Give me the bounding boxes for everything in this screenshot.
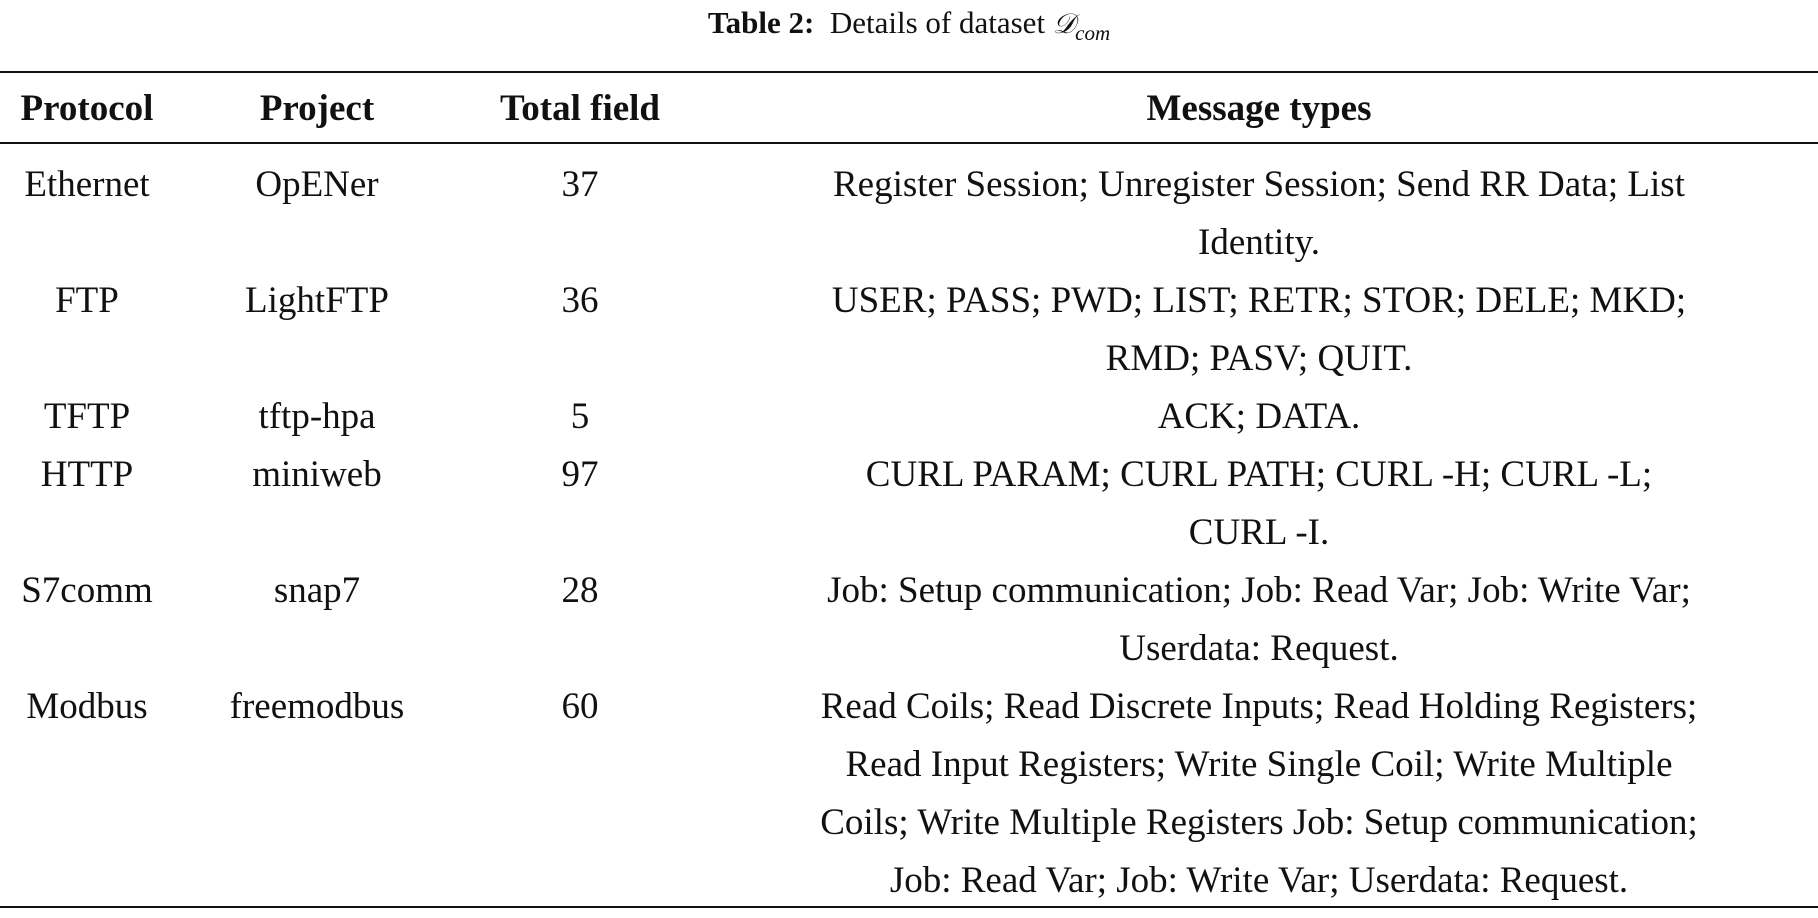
- protocol-cell: HTTP: [40, 454, 134, 495]
- message-types-line: Job: Read Var; Job: Write Var; Userdata:…: [889, 860, 1629, 901]
- message-types-cell: CURL PARAM; CURL PATH; CURL -H; CURL -L;…: [700, 446, 1818, 562]
- table-row: HTTP miniweb 97 CURL PARAM; CURL PATH; CURL…: [0, 446, 1818, 562]
- message-types-line: Read Input Registers; Write Single Coil;…: [845, 744, 1673, 785]
- message-types-line: ACK; DATA.: [1157, 396, 1361, 437]
- table-caption: Table 2: Details of dataset 𝒟com: [0, 2, 1818, 54]
- header-total-field: Total field: [499, 88, 660, 129]
- message-types-cell: Job: Setup communication; Job: Read Var;…: [700, 562, 1818, 678]
- project-cell: snap7: [273, 570, 361, 611]
- bottom-rule: [0, 906, 1818, 908]
- message-types-line: Identity.: [1198, 222, 1320, 263]
- header-rule: [0, 142, 1818, 144]
- project-cell: tftp-hpa: [258, 396, 376, 437]
- message-types-line: Userdata: Request.: [1119, 628, 1399, 669]
- total-field-cell: 97: [561, 454, 599, 495]
- caption-text: Details of dataset: [829, 5, 1046, 40]
- protocol-cell: S7comm: [21, 570, 153, 611]
- message-types-line: Read Coils; Read Discrete Inputs; Read H…: [820, 686, 1698, 727]
- project-cell: LightFTP: [245, 280, 389, 321]
- message-types-cell: ACK; DATA.: [700, 388, 1818, 446]
- project-cell: OpENer: [255, 164, 379, 205]
- header-protocol: Protocol: [20, 88, 154, 129]
- message-types-line: Job: Setup communication; Job: Read Var;…: [827, 570, 1691, 611]
- total-field-cell: 5: [570, 396, 590, 437]
- table-row: S7comm snap7 28 Job: Setup communication; J…: [0, 562, 1818, 678]
- message-types-line: USER; PASS; PWD; LIST; RETR; STOR; DELE;…: [831, 280, 1687, 321]
- message-types-cell: Register Session; Unregister Session; Se…: [700, 146, 1818, 272]
- total-field-cell: 37: [561, 164, 599, 205]
- message-types-line: CURL -I.: [1188, 512, 1330, 553]
- protocol-cell: Ethernet: [24, 164, 150, 205]
- message-types-line: RMD; PASV; QUIT.: [1105, 338, 1413, 379]
- dataset-subscript: com: [1075, 21, 1111, 46]
- total-field-cell: 28: [561, 570, 599, 611]
- message-types-cell: USER; PASS; PWD; LIST; RETR; STOR; DELE;…: [700, 272, 1818, 388]
- table-row: Ethernet OpENer 37 Register Session; Unregi…: [0, 146, 1818, 272]
- total-field-cell: 60: [561, 686, 599, 727]
- caption-label: Table 2:: [707, 5, 815, 40]
- protocol-cell: FTP: [55, 280, 119, 321]
- header-project: Project: [259, 88, 375, 129]
- project-cell: miniweb: [252, 454, 382, 495]
- table-row: FTP LightFTP 36 USER; PASS; PWD; LIST; RETR…: [0, 272, 1818, 388]
- header-message-types: Message types: [1146, 88, 1372, 129]
- total-field-cell: 36: [561, 280, 599, 321]
- table-row: Modbus freemodbus 60 Read Coils; Read Discr…: [0, 678, 1818, 910]
- message-types-cell: Read Coils; Read Discrete Inputs; Read H…: [700, 678, 1818, 910]
- dataset-table: Protocol Project Total field Message typ…: [0, 72, 1818, 910]
- protocol-cell: Modbus: [26, 686, 148, 727]
- message-types-line: Register Session; Unregister Session; Se…: [833, 164, 1685, 205]
- project-cell: freemodbus: [229, 686, 405, 727]
- header-row: Protocol Project Total field Message typ…: [0, 72, 1818, 146]
- message-types-line: Coils; Write Multiple Registers Job: Set…: [820, 802, 1698, 843]
- top-rule: [0, 71, 1818, 73]
- dataset-symbol: 𝒟: [1052, 7, 1076, 40]
- table-row: TFTP tftp-hpa 5 ACK; DATA.: [0, 388, 1818, 446]
- message-types-line: CURL PARAM; CURL PATH; CURL -H; CURL -L;: [865, 454, 1653, 495]
- protocol-cell: TFTP: [43, 396, 131, 437]
